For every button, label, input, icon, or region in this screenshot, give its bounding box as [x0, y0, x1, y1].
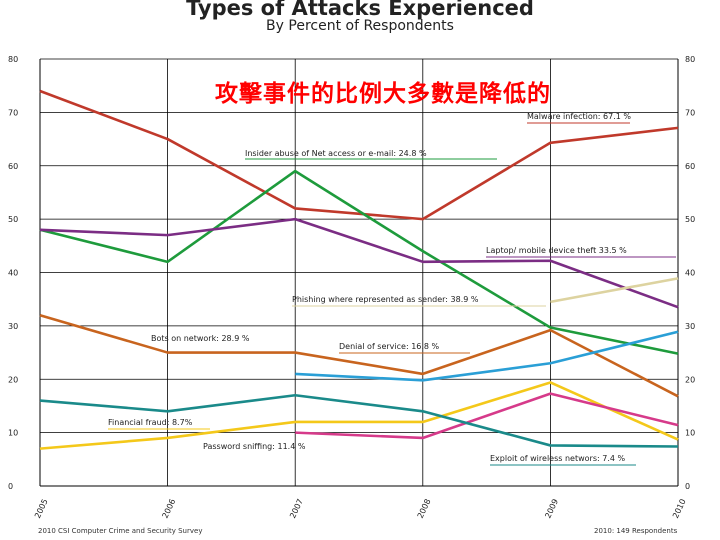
series-label-3: Phishing where represented as sender: 38… [292, 295, 479, 304]
x-tick-label-2007: 2007 [288, 498, 305, 520]
y-tick-label-left: 80 [8, 55, 18, 64]
y-tick-label-right: 50 [685, 215, 695, 224]
series-line-1-0 [39, 169, 679, 355]
y-tick-label-right: 30 [685, 322, 695, 331]
y-tick-label-right: 40 [685, 269, 695, 278]
x-tick-label-2006: 2006 [161, 498, 178, 520]
series-label-4: Denial of service: 16.8 % [339, 342, 440, 351]
series-label-8: Exploit of wireless networs: 7.4 % [490, 454, 625, 463]
chinese-overlay-annotation: 攻擊事件的比例大多數是降低的 [215, 80, 551, 107]
series-line-2-0 [39, 217, 679, 309]
x-tick-label-2010: 2010 [671, 498, 688, 520]
series-label-1: Insider abuse of Net access or e-mail: 2… [245, 149, 427, 158]
x-tick-label-2009: 2009 [543, 498, 560, 520]
y-tick-label-right: 20 [685, 375, 695, 384]
series-line-8-0 [39, 393, 679, 448]
y-tick-label-right: 60 [685, 162, 695, 171]
y-tick-label-left: 10 [8, 429, 18, 438]
chart-title: Types of Attacks Experienced [186, 0, 534, 20]
x-tick-label-2005: 2005 [33, 498, 50, 520]
series-line-0-0 [39, 89, 679, 221]
series-line-3-0 [550, 277, 679, 304]
y-tick-label-right: 0 [685, 482, 690, 491]
y-tick-label-left: 30 [8, 322, 18, 331]
y-tick-label-left: 0 [8, 482, 13, 491]
series-label-5: Bots on network: 28.9 % [151, 334, 250, 343]
footer-source: 2010 CSI Computer Crime and Security Sur… [38, 527, 203, 535]
y-tick-label-left: 40 [8, 269, 18, 278]
chart-subtitle: By Percent of Respondents [266, 18, 454, 34]
y-tick-label-right: 80 [685, 55, 695, 64]
series-line-5-0 [295, 330, 679, 382]
y-tick-label-left: 60 [8, 162, 18, 171]
series-label-0: Malware infection: 67.1 % [527, 112, 631, 121]
y-tick-label-left: 20 [8, 375, 18, 384]
series-line-7-0 [295, 392, 679, 440]
series-label-6: Financial fraud: 8.7% [108, 418, 193, 427]
series-line-6-0 [39, 381, 679, 450]
series-line-4-0 [39, 313, 679, 398]
y-tick-label-right: 70 [685, 108, 695, 117]
y-tick-label-right: 10 [685, 429, 695, 438]
y-tick-label-left: 50 [8, 215, 18, 224]
series-label-2: Laptop/ mobile device theft 33.5 % [486, 246, 627, 255]
footer-respondents: 2010: 149 Respondents [594, 527, 678, 535]
x-tick-label-2008: 2008 [416, 498, 433, 520]
series-label-7: Password sniffing: 11.4 % [203, 442, 306, 451]
y-tick-label-left: 70 [8, 108, 18, 117]
